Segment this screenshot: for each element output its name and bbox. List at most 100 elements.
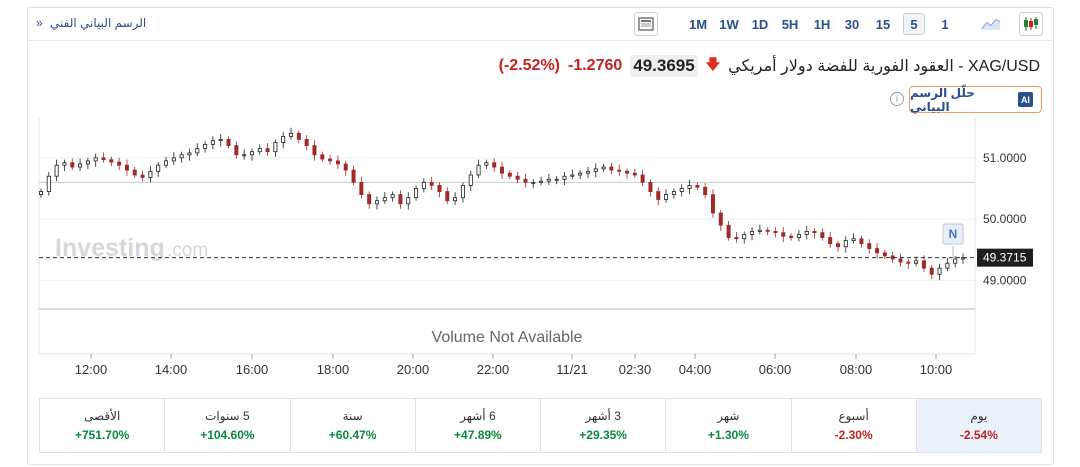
timeframe-30-button[interactable]: 30 bbox=[844, 16, 860, 32]
candle-body bbox=[195, 148, 200, 154]
technical-chart-link[interactable]: » الرسم البياني الفني bbox=[36, 16, 146, 30]
investing-watermark-suffix: .com bbox=[167, 240, 208, 261]
candle-body bbox=[453, 197, 458, 202]
candle-body bbox=[640, 174, 645, 183]
performance-period-label: 5 سنوات bbox=[205, 409, 250, 423]
y-tick-label: 49.0000 bbox=[983, 273, 1027, 287]
performance-cell[interactable]: الأقصى +751.70% bbox=[40, 399, 164, 452]
news-marker-label: N bbox=[949, 227, 958, 241]
candle-body bbox=[437, 185, 442, 192]
candle-body bbox=[367, 194, 372, 205]
x-tick-label: 14:00 bbox=[155, 362, 188, 377]
candle-body bbox=[54, 164, 59, 177]
candle-body bbox=[929, 267, 934, 275]
candle-body bbox=[343, 163, 348, 171]
candle-body bbox=[359, 181, 364, 196]
layout-icon[interactable] bbox=[634, 12, 658, 36]
timeframe-5h-button[interactable]: 5H bbox=[781, 16, 799, 32]
candle-body bbox=[492, 162, 497, 168]
candle-body bbox=[546, 178, 551, 182]
candle-body bbox=[875, 248, 880, 254]
candle-body bbox=[296, 132, 301, 140]
candle-body bbox=[273, 142, 278, 153]
candle-body bbox=[804, 230, 809, 235]
candle-body bbox=[734, 237, 739, 240]
candle-body bbox=[117, 161, 122, 166]
candle-body bbox=[937, 267, 942, 275]
candle-body bbox=[429, 181, 434, 186]
candle-body bbox=[507, 172, 512, 177]
line-chart-type-icon[interactable] bbox=[979, 12, 1003, 36]
x-tick-label: 22:00 bbox=[477, 362, 510, 377]
timeframe-5-button[interactable]: 5 bbox=[903, 13, 925, 35]
candle-body bbox=[750, 230, 755, 235]
candle-body bbox=[62, 162, 67, 166]
candle-body bbox=[625, 170, 630, 174]
ai-badge-icon: AI bbox=[1017, 92, 1033, 107]
performance-cell[interactable]: يوم -2.54% bbox=[915, 399, 1041, 452]
y-tick-label: 50.0000 bbox=[983, 212, 1027, 226]
performance-period-label: شهر bbox=[717, 409, 740, 423]
candle-body bbox=[70, 162, 75, 168]
performance-cell[interactable]: 3 أشهر +29.35% bbox=[540, 399, 665, 452]
candle-body bbox=[687, 185, 692, 189]
candle-body bbox=[953, 258, 958, 264]
candle-body bbox=[249, 151, 254, 156]
timeframe-15-button[interactable]: 15 bbox=[875, 16, 891, 32]
performance-period-label: سنة bbox=[342, 409, 363, 423]
candle-body bbox=[148, 170, 153, 178]
performance-value: +29.35% bbox=[579, 428, 627, 442]
candle-body bbox=[906, 261, 911, 264]
performance-cell[interactable]: سنة +60.47% bbox=[289, 399, 415, 452]
timeframe-1d-button[interactable]: 1D bbox=[751, 16, 769, 32]
timeframe-1-button[interactable]: 1 bbox=[941, 16, 949, 32]
candle-body bbox=[914, 260, 919, 264]
x-tick-label: 08:00 bbox=[840, 362, 873, 377]
candle-body bbox=[132, 169, 137, 176]
candle-body bbox=[570, 174, 575, 177]
volume-not-available-text: Volume Not Available bbox=[432, 329, 583, 346]
candle-body bbox=[539, 180, 544, 183]
timeframe-1m-button[interactable]: 1M bbox=[688, 16, 708, 32]
analyze-chart-ai-button[interactable]: حلّل الرسم البياني AI bbox=[909, 86, 1042, 114]
candle-body bbox=[835, 243, 840, 248]
x-tick-label: 02:30 bbox=[619, 362, 652, 377]
info-icon[interactable]: i bbox=[890, 92, 904, 106]
candle-body bbox=[515, 175, 520, 180]
technical-chart-label: الرسم البياني الفني bbox=[50, 16, 147, 30]
chart-widget-frame bbox=[27, 7, 1054, 465]
candle-body bbox=[218, 139, 223, 142]
candlestick-chart-type-icon[interactable] bbox=[1019, 12, 1043, 36]
candle-body bbox=[851, 238, 856, 241]
candle-body bbox=[859, 238, 864, 245]
candle-body bbox=[304, 139, 309, 146]
candle-body bbox=[820, 232, 825, 238]
candle-body bbox=[265, 148, 270, 153]
candle-body bbox=[140, 174, 145, 178]
timeframe-1w-button[interactable]: 1W bbox=[719, 16, 739, 32]
candle-body bbox=[843, 240, 848, 248]
performance-cell[interactable]: شهر +1.30% bbox=[665, 399, 790, 452]
performance-cell[interactable]: 6 أشهر +47.89% bbox=[414, 399, 540, 452]
candle-body bbox=[578, 172, 583, 176]
candle-body bbox=[867, 243, 872, 249]
performance-period-label: 6 أشهر bbox=[460, 409, 496, 423]
candle-body bbox=[335, 160, 340, 165]
performance-cell[interactable]: أسبوع -2.30% bbox=[790, 399, 916, 452]
candle-body bbox=[398, 194, 403, 205]
candle-body bbox=[476, 164, 481, 176]
candle-body bbox=[617, 169, 622, 172]
y-tick-label: 51.0000 bbox=[983, 151, 1027, 165]
change-percent: (-2.52%) bbox=[498, 57, 560, 74]
x-tick-label: 20:00 bbox=[397, 362, 430, 377]
candle-body bbox=[757, 229, 762, 232]
candle-body bbox=[601, 166, 606, 170]
candle-body bbox=[593, 168, 598, 172]
candle-body bbox=[312, 145, 317, 156]
candle-body bbox=[234, 145, 239, 156]
performance-cell[interactable]: 5 سنوات +104.60% bbox=[164, 399, 289, 452]
candle-body bbox=[187, 152, 192, 156]
timeframe-1h-button[interactable]: 1H bbox=[813, 16, 831, 32]
candle-body bbox=[789, 235, 794, 238]
